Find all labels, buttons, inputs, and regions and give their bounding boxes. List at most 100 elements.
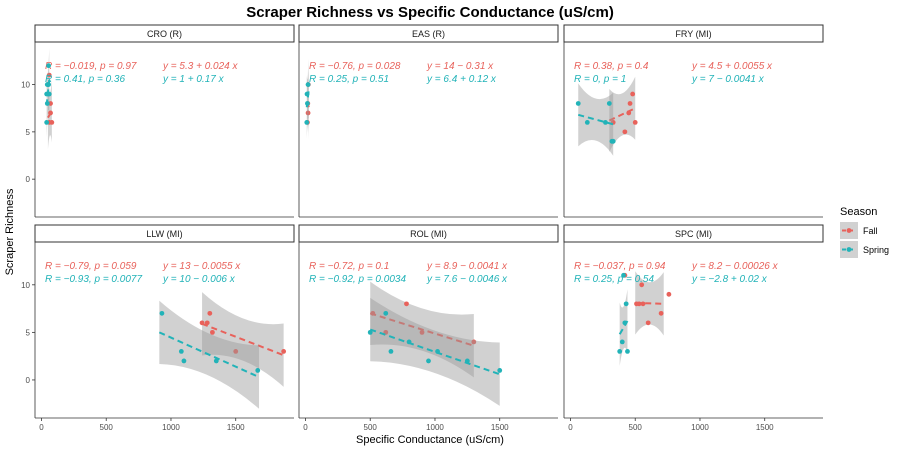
- data-point: [370, 310, 376, 316]
- data-point: [207, 310, 213, 316]
- equation-label: y = 14 − 0.31 x: [426, 61, 494, 72]
- data-point: [617, 349, 623, 354]
- confidence-ribbon: [578, 83, 614, 156]
- data-point: [497, 368, 503, 373]
- data-point: [213, 358, 219, 364]
- facet-strip: [34, 24, 295, 43]
- y-tick-label: 10: [21, 81, 30, 90]
- facet-strip-label: CRO (R): [147, 29, 182, 39]
- x-tick-label: 1500: [227, 423, 245, 432]
- x-tick-label: 1000: [691, 423, 709, 432]
- equation-label: y = 7 − 0.0041 x: [691, 74, 765, 85]
- data-point: [626, 110, 632, 116]
- panels: CRO (R) 0 5 10 R = −0.019, p = 0.97 y = 5.3 +…: [21, 24, 824, 432]
- data-point: [471, 339, 477, 345]
- y-axis-title: Scraper Richness: [4, 188, 16, 275]
- data-point: [632, 120, 638, 125]
- data-point: [645, 320, 651, 326]
- equation-label: y = 8.2 − 0.00026 x: [691, 261, 779, 272]
- data-point: [367, 329, 373, 335]
- data-point: [305, 110, 311, 116]
- equation-label: y = 5.3 + 0.024 x: [162, 61, 238, 72]
- facet-strip-label: EAS (R): [412, 29, 445, 39]
- x-tick-label: 1500: [491, 423, 509, 432]
- data-point: [281, 349, 287, 354]
- facet-panel: CRO (R) 0 5 10 R = −0.019, p = 0.97 y = 5.3 +…: [21, 24, 295, 218]
- data-point: [627, 101, 633, 106]
- y-tick-label: 0: [26, 175, 31, 184]
- data-point: [178, 349, 184, 354]
- data-point: [383, 310, 389, 316]
- equation-label: y = 8.9 − 0.0041 x: [426, 261, 508, 272]
- legend-title: Season: [840, 206, 877, 218]
- x-tick-label: 500: [629, 423, 643, 432]
- data-point: [603, 120, 608, 125]
- confidence-ribbon: [306, 58, 309, 139]
- data-point: [199, 320, 205, 326]
- data-point: [435, 349, 440, 354]
- correlation-label: R = 0, p = 1: [574, 74, 626, 85]
- regression-line: [369, 328, 501, 376]
- x-tick-label: 1500: [756, 423, 774, 432]
- data-point: [49, 120, 55, 125]
- data-point: [621, 272, 626, 278]
- data-point: [46, 91, 52, 97]
- correlation-label: R = −0.79, p = 0.059: [45, 261, 137, 272]
- correlation-label: R = −0.037, p = 0.94: [574, 261, 666, 272]
- data-point: [46, 63, 51, 69]
- facet-panel: FRY (MI) R = 0.38, p = 0.4 y = 4.5 + 0.005…: [563, 24, 824, 218]
- data-point: [406, 339, 412, 345]
- data-point: [305, 82, 311, 87]
- x-axis-title: Specific Conductance (uS/cm): [356, 434, 504, 446]
- data-point: [625, 349, 630, 354]
- confidence-ribbon: [370, 297, 500, 406]
- data-point: [159, 310, 165, 316]
- facet-strip: [298, 24, 559, 43]
- confidence-ribbon: [619, 289, 628, 366]
- x-tick-label: 0: [303, 423, 308, 432]
- data-point: [210, 329, 215, 335]
- data-point: [255, 368, 261, 373]
- data-point: [305, 101, 310, 106]
- legend-key-point: [846, 228, 852, 233]
- x-tick-label: 0: [39, 423, 44, 432]
- facet-strip-label: LLW (MI): [146, 229, 182, 239]
- data-point: [233, 349, 239, 354]
- x-tick-label: 500: [100, 423, 114, 432]
- facet-panel: EAS (R) R = −0.76, p = 0.028 y = 14 − 0.31…: [298, 24, 559, 218]
- facet-strip: [563, 24, 824, 43]
- correlation-label: R = 0.25, p = 0.51: [309, 74, 389, 85]
- data-point: [419, 329, 425, 335]
- facet-strip: [34, 224, 295, 243]
- data-point: [606, 101, 612, 106]
- legend-label: Spring: [863, 245, 889, 255]
- legend: Season Fall Spring: [840, 206, 889, 258]
- data-point: [44, 120, 50, 125]
- equation-label: y = 1 + 0.17 x: [162, 74, 225, 85]
- data-point: [658, 310, 664, 316]
- data-point: [404, 301, 409, 307]
- regression-line: [608, 107, 636, 122]
- correlation-label: R = −0.72, p = 0.1: [309, 261, 389, 272]
- equation-label: y = 10 − 0.006 x: [162, 274, 236, 285]
- correlation-label: R = 0.25, p = 0.54: [574, 274, 654, 285]
- regression-line: [158, 331, 260, 379]
- legend-key-point: [846, 247, 852, 252]
- data-point: [464, 358, 470, 364]
- y-tick-label: 10: [21, 281, 30, 290]
- x-tick-label: 1000: [162, 423, 180, 432]
- data-point: [575, 101, 581, 106]
- data-point: [630, 91, 636, 97]
- facet-panel: LLW (MI) 0 5 10 0 500 1000 1500 R = −0.79, p = 0…: [21, 224, 295, 432]
- equation-label: y = 6.4 + 0.12 x: [426, 74, 497, 85]
- data-point: [622, 320, 628, 326]
- regression-line: [201, 322, 284, 357]
- legend-label: Fall: [863, 226, 878, 236]
- data-point: [623, 301, 629, 307]
- data-point: [44, 82, 50, 87]
- facet-strip-label: ROL (MI): [410, 229, 447, 239]
- facet-strip: [563, 224, 824, 243]
- data-point: [610, 138, 616, 144]
- correlation-label: R = 0.38, p = 0.4: [574, 61, 649, 72]
